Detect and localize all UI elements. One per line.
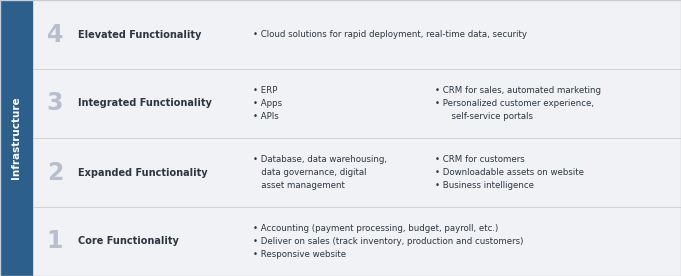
Text: • Database, data warehousing,
   data governance, digital
   asset management: • Database, data warehousing, data gover… — [253, 155, 387, 190]
Bar — [33, 0, 681, 69]
Text: 2: 2 — [47, 161, 63, 184]
Text: • CRM for sales, automated marketing
• Personalized customer experience,
      s: • CRM for sales, automated marketing • P… — [435, 86, 601, 121]
Text: Infrastructure: Infrastructure — [12, 97, 22, 179]
Text: 1: 1 — [47, 230, 63, 253]
Text: • CRM for customers
• Downloadable assets on website
• Business intelligence: • CRM for customers • Downloadable asset… — [435, 155, 584, 190]
Bar — [0, 0, 33, 276]
Text: • Cloud solutions for rapid deployment, real-time data, security: • Cloud solutions for rapid deployment, … — [253, 30, 527, 39]
Text: Elevated Functionality: Elevated Functionality — [78, 30, 202, 39]
Bar — [33, 69, 681, 138]
Text: 4: 4 — [47, 23, 63, 46]
Text: Core Functionality: Core Functionality — [78, 237, 179, 246]
Bar — [33, 207, 681, 276]
Text: • Accounting (payment processing, budget, payroll, etc.)
• Deliver on sales (tra: • Accounting (payment processing, budget… — [253, 224, 524, 259]
Text: Expanded Functionality: Expanded Functionality — [78, 168, 208, 177]
Text: 3: 3 — [47, 92, 63, 115]
Bar — [33, 138, 681, 207]
Text: Integrated Functionality: Integrated Functionality — [78, 99, 212, 108]
Text: • ERP
• Apps
• APIs: • ERP • Apps • APIs — [253, 86, 282, 121]
